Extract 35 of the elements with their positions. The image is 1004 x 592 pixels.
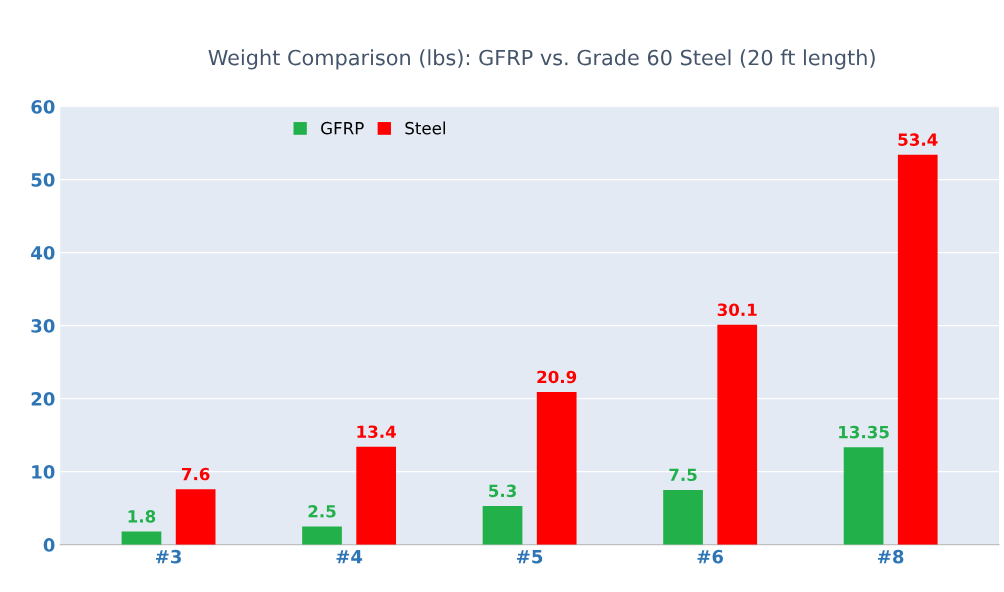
bar — [897, 154, 938, 545]
legend-label: GFRP — [321, 121, 364, 135]
bar — [302, 526, 342, 545]
y-tick-label: 60 — [31, 100, 55, 114]
data-label: 13.35 — [839, 425, 889, 439]
bar — [175, 489, 216, 545]
y-tick-label: 30 — [31, 319, 55, 333]
data-label: 30.1 — [717, 303, 757, 317]
data-label: 7.5 — [669, 468, 697, 482]
data-label: 5.3 — [489, 484, 516, 498]
x-tick-label: #3 — [155, 549, 181, 564]
x-tick-label: #8 — [878, 549, 904, 564]
y-tick-label: 40 — [31, 246, 55, 260]
x-tick-label: #6 — [697, 549, 724, 564]
legend-label: Steel — [405, 121, 445, 135]
y-tick-label: 0 — [43, 538, 55, 552]
bar — [717, 324, 758, 545]
y-tick-label: 20 — [31, 392, 55, 406]
data-label: 7.6 — [181, 467, 210, 481]
data-label: 1.8 — [128, 510, 156, 523]
data-label: 20.9 — [537, 370, 577, 384]
data-label: 2.5 — [308, 505, 336, 518]
bar — [663, 489, 703, 545]
bar — [482, 505, 523, 545]
chart-title: Weight Comparison (lbs): GFRP vs. Grade 60 Steel (20 ft length) — [208, 49, 875, 70]
bar — [536, 392, 577, 545]
bar — [121, 531, 162, 545]
x-tick-label: #5 — [516, 550, 543, 564]
y-tick-label: 10 — [32, 465, 55, 479]
x-tick-label: #4 — [336, 550, 363, 564]
bar — [356, 446, 397, 545]
data-label: 53.4 — [898, 133, 938, 146]
bar — [843, 447, 884, 545]
data-label: 13.4 — [357, 425, 396, 439]
y-tick-label: 50 — [31, 173, 55, 187]
